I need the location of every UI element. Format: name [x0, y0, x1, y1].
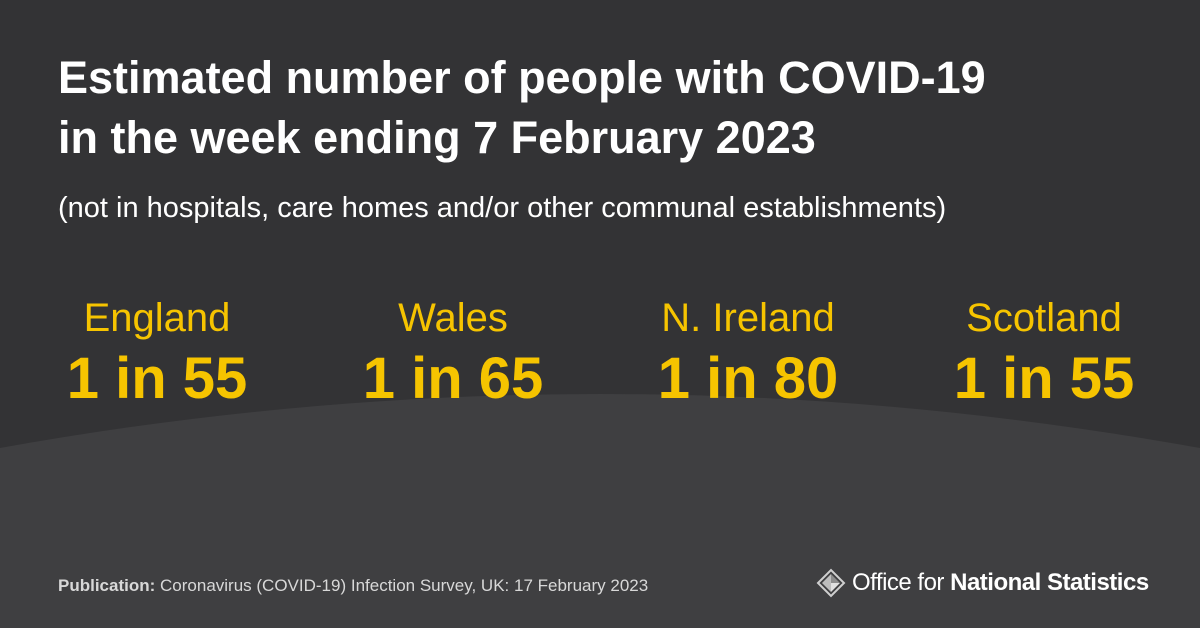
region-value: 1 in 65	[362, 346, 544, 411]
region-value: 1 in 55	[66, 346, 248, 411]
region: England 1 in 55	[7, 292, 307, 414]
title: Estimated number of people with COVID-19…	[58, 48, 986, 168]
region-name: N. Ireland	[661, 296, 835, 340]
footer-label: Publication:	[58, 576, 156, 595]
region-value: 1 in 80	[657, 346, 839, 411]
subtitle: (not in hospitals, care homes and/or oth…	[58, 192, 947, 224]
title-line: Estimated number of people with COVID-19	[58, 52, 986, 103]
region: Scotland 1 in 55	[894, 292, 1194, 414]
title-line: in the week ending 7 February 2023	[58, 112, 816, 163]
region: N. Ireland 1 in 80	[598, 292, 898, 414]
logo-bold: National Statistics	[950, 569, 1149, 596]
region-name: Scotland	[966, 296, 1122, 340]
logo-icon	[816, 568, 846, 598]
footer-text: Coronavirus (COVID-19) Infection Survey,…	[160, 576, 649, 595]
logo: Office for National Statistics	[816, 568, 1149, 598]
region-value: 1 in 55	[953, 346, 1135, 411]
footer: Publication: Coronavirus (COVID-19) Infe…	[58, 576, 648, 596]
region: Wales 1 in 65	[303, 292, 603, 414]
region-name: England	[83, 296, 231, 340]
background-curve	[0, 394, 1200, 628]
logo-light: Office for	[852, 569, 944, 596]
region-name: Wales	[398, 296, 508, 340]
